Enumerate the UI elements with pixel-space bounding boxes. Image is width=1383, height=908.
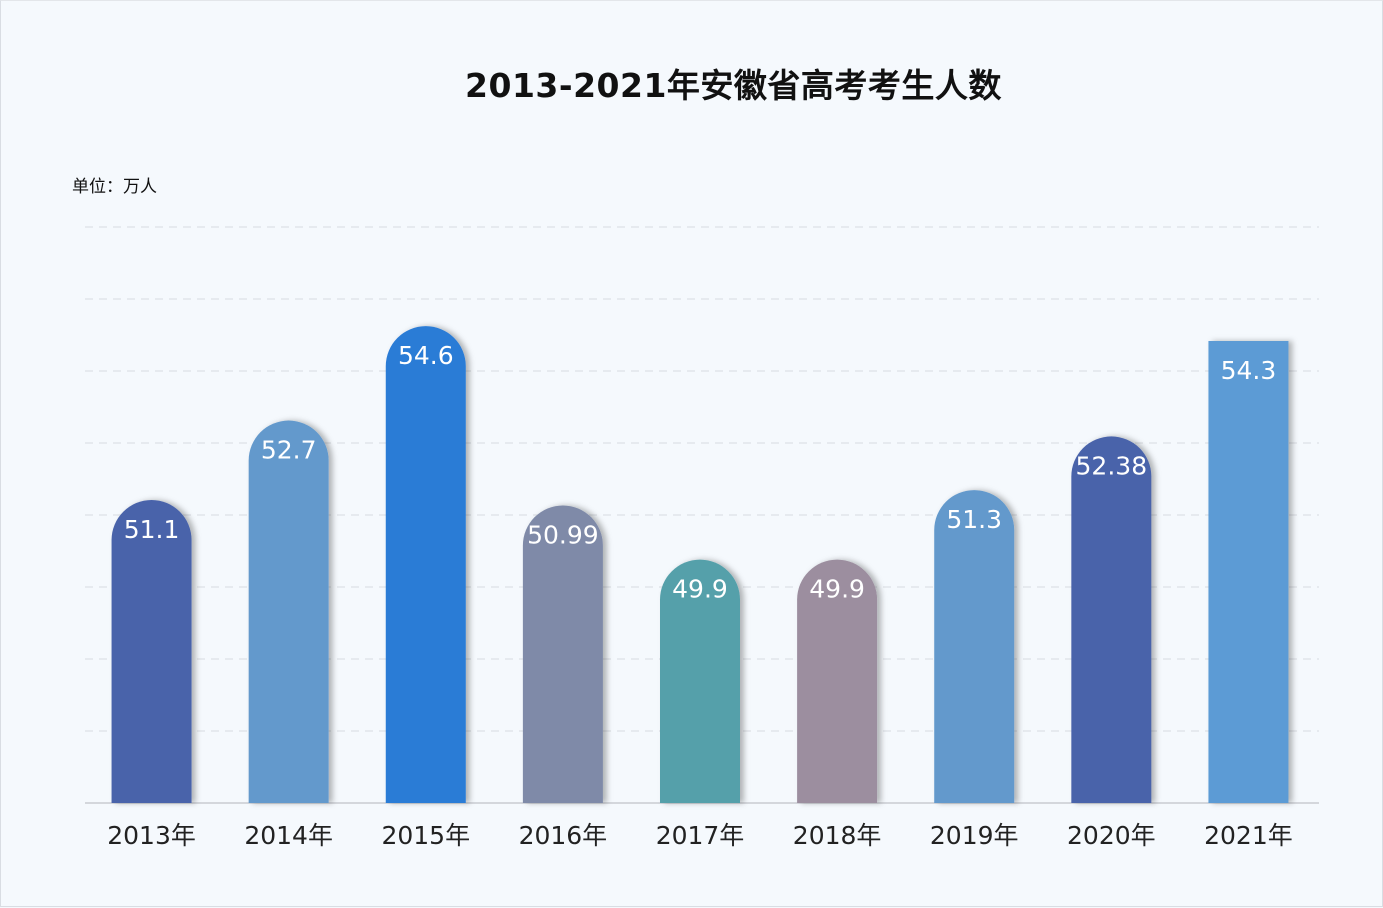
data-label: 51.3: [946, 505, 1002, 534]
x-tick-label: 2015年: [381, 821, 470, 850]
data-label: 54.3: [1221, 356, 1277, 385]
bar: [1208, 341, 1289, 803]
unit-label: 单位：万人: [72, 177, 157, 197]
x-tick-label: 2017年: [656, 821, 745, 850]
chart-title: 2013-2021年安徽省高考考生人数: [465, 66, 1002, 105]
data-label: 52.38: [1076, 451, 1148, 480]
bar: [248, 420, 329, 803]
data-label: 49.9: [672, 575, 728, 604]
x-tick-labels: 2013年 2014年 2015年 2016年 2017年 2018年 2019年 2020年…: [107, 821, 1293, 850]
value-labels: 51.1 52.7 54.6 50.99 49.9 49.9 51.3 52.38 54.3: [124, 341, 1277, 603]
x-tick-label: 2019年: [930, 821, 1019, 850]
data-label: 50.99: [527, 520, 599, 549]
data-label: 49.9: [809, 575, 865, 604]
bar: [111, 500, 192, 803]
bar: [934, 490, 1015, 803]
x-tick-label: 2021年: [1204, 821, 1293, 850]
bar: [385, 326, 466, 803]
bar: [1071, 436, 1152, 803]
x-tick-label: 2018年: [793, 821, 882, 850]
bar: [522, 505, 603, 803]
data-label: 52.7: [261, 436, 317, 465]
data-label: 51.1: [124, 515, 180, 544]
x-tick-label: 2013年: [107, 821, 196, 850]
x-tick-label: 2016年: [519, 821, 608, 850]
data-label: 54.6: [398, 341, 454, 370]
bars: [111, 326, 1289, 803]
bar: [660, 559, 740, 803]
x-tick-label: 2020年: [1067, 821, 1156, 850]
x-tick-label: 2014年: [244, 821, 333, 850]
bar: [797, 559, 878, 803]
